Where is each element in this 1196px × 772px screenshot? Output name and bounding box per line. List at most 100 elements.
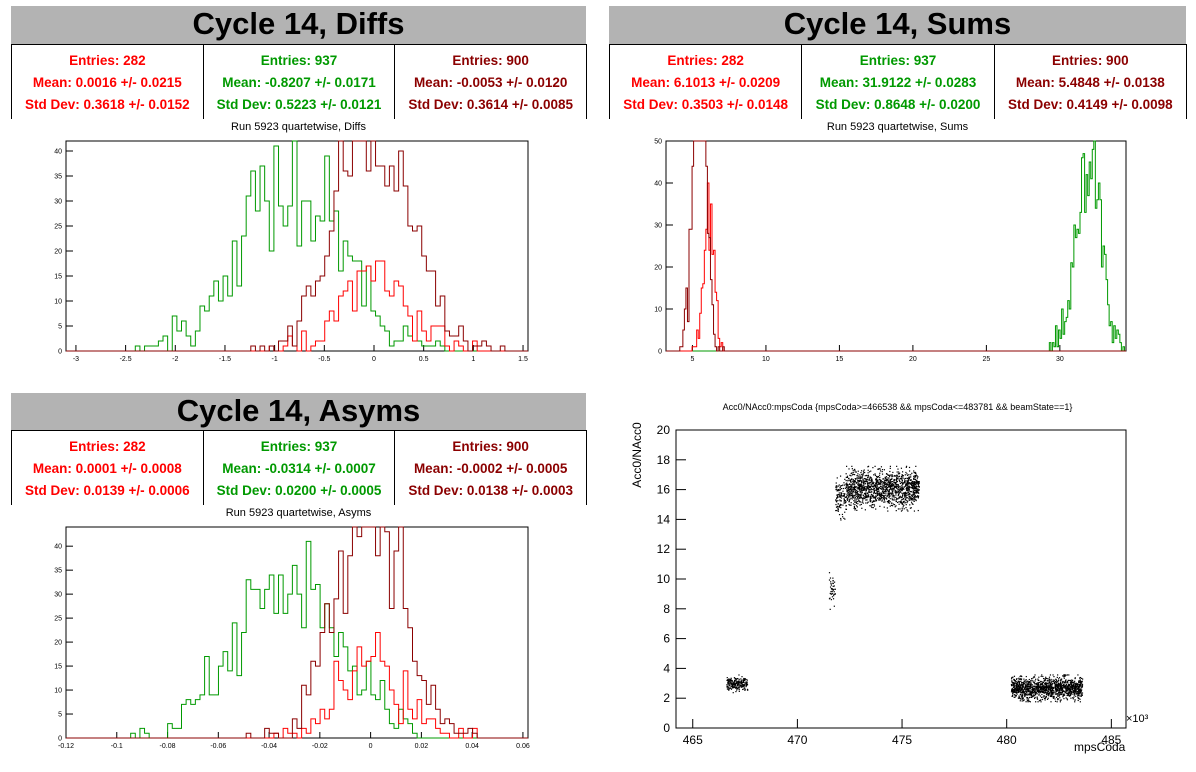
scatter-point (836, 486, 838, 488)
scatter-point (744, 682, 746, 684)
scatter-point (899, 495, 901, 497)
scatter-point (1061, 689, 1063, 691)
scatter-point (1021, 683, 1024, 685)
scatter-point (1013, 682, 1015, 684)
scatter-point (1064, 680, 1067, 682)
scatter-point (735, 686, 738, 688)
scatter-point (1019, 697, 1021, 700)
scatter-point (892, 471, 894, 474)
scatter-point (906, 480, 908, 482)
scatter-point (1013, 694, 1016, 696)
scatter-point (727, 680, 729, 683)
scatter-point (897, 483, 899, 486)
scatter-point (859, 496, 861, 498)
scatter-point (1048, 679, 1050, 681)
scatter-point (893, 479, 895, 482)
scatter-point (855, 486, 857, 488)
scatter-point (868, 486, 870, 488)
y-tick-label: 15 (54, 274, 62, 281)
scatter-point (1013, 679, 1015, 681)
scatter-point (897, 490, 899, 492)
scatter-point (918, 489, 920, 491)
scatter-point (1043, 691, 1045, 693)
scatter-point (895, 485, 898, 487)
scatter-point (746, 681, 748, 683)
histogram-series-line (66, 140, 528, 352)
scatter-point (1046, 692, 1048, 694)
scatter-point (1050, 681, 1052, 683)
scatter-point (915, 483, 917, 486)
scatter-point (914, 486, 916, 488)
scatter-point (876, 492, 878, 494)
scatter-point (918, 481, 920, 483)
scatter-point (852, 503, 855, 505)
scatter-point (1034, 693, 1037, 696)
scatter-point (1049, 689, 1052, 691)
scatter-point (1049, 692, 1051, 694)
scatter-point (915, 496, 917, 499)
scatter-point (892, 494, 895, 497)
scatter-point (837, 496, 839, 498)
scatter-point (855, 495, 858, 497)
scatter-point (903, 493, 906, 495)
scatter-point (1053, 693, 1055, 695)
scatter-point (870, 478, 873, 481)
scatter-point (908, 488, 910, 490)
scatter-point (1029, 683, 1031, 685)
scatter-point (847, 483, 849, 486)
scatter-point (916, 490, 918, 492)
diffs-stats-box: Entries: 282 Mean: 0.0016 +/- 0.0215 Std… (11, 44, 588, 119)
scatter-point (864, 509, 866, 511)
scatter-point (888, 477, 890, 479)
scatter-point (879, 492, 881, 494)
scatter-point (830, 581, 832, 583)
scatter-point (892, 493, 894, 495)
scatter-point (1041, 684, 1043, 686)
scatter-point (1065, 687, 1067, 689)
scatter-point (1080, 690, 1082, 692)
scatter-point (885, 488, 887, 490)
y-tick-label: 15 (54, 664, 62, 671)
scatter-point (1072, 698, 1074, 700)
scatter-point (746, 684, 749, 686)
scatter-point (1033, 692, 1035, 694)
scatter-point (1021, 691, 1023, 694)
scatter-point (865, 483, 867, 485)
scatter-point (914, 478, 917, 481)
scatter-point (845, 504, 847, 507)
scatter-point (878, 492, 880, 494)
scatter-point (1036, 698, 1039, 700)
scatter-point (914, 495, 916, 497)
scatter-point (898, 492, 900, 494)
scatter-point (1077, 686, 1080, 688)
scatter-point (915, 465, 917, 467)
scatter-point (854, 501, 856, 503)
scatter-point (856, 498, 858, 500)
scatter-point (854, 503, 856, 506)
scatter-point (885, 484, 887, 486)
scatter-point (894, 486, 896, 489)
scatter-point (888, 486, 890, 488)
scatter-point (853, 488, 856, 491)
scatter-point (854, 468, 856, 471)
scatter-point (850, 493, 852, 495)
scatter-point (1020, 678, 1023, 680)
scatter-point (1048, 687, 1050, 689)
scatter-point (873, 503, 875, 506)
scatter-point (1014, 682, 1016, 684)
scatter-point (862, 495, 865, 497)
scatter-point (1028, 687, 1030, 690)
stddev-label: Std Dev: 0.3614 +/- 0.0085 (408, 96, 574, 112)
scatter-point (1073, 693, 1075, 696)
scatter-point (1036, 684, 1039, 686)
x-tick-label: 10 (762, 356, 770, 363)
scatter-point (871, 494, 873, 496)
scatter-point (734, 687, 737, 689)
scatter-point (1081, 686, 1084, 688)
scatter-point (1077, 691, 1080, 693)
y-tick-label: 14 (657, 512, 671, 526)
scatter-point (900, 467, 903, 469)
scatter-point (1046, 684, 1048, 686)
scatter-point (855, 482, 857, 484)
scatter-point (875, 479, 877, 481)
